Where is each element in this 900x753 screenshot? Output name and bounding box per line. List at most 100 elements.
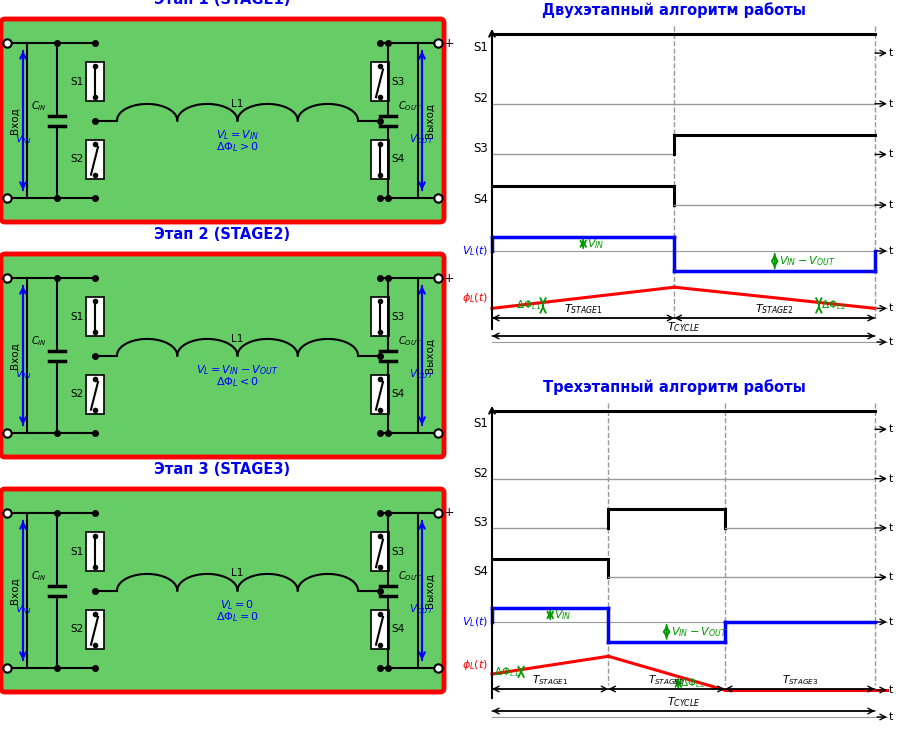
Text: S4: S4	[391, 389, 404, 399]
Text: +: +	[0, 36, 1, 50]
Text: Двухэтапный алгоритм работы: Двухэтапный алгоритм работы	[542, 2, 806, 18]
Text: S4: S4	[391, 154, 404, 164]
Text: $V_L(t)$: $V_L(t)$	[462, 244, 488, 258]
Text: Трехэтапный алгоритм работы: Трехэтапный алгоритм работы	[543, 379, 806, 395]
Text: t: t	[889, 337, 894, 347]
Text: +: +	[444, 36, 454, 50]
Text: Вход: Вход	[10, 342, 20, 369]
Text: $C_{IN}$: $C_{IN}$	[32, 569, 47, 584]
Text: $T_{STAGE3}$: $T_{STAGE3}$	[781, 673, 818, 687]
Text: +: +	[444, 272, 454, 285]
Text: S2: S2	[473, 467, 488, 480]
Bar	[371, 610, 389, 648]
FancyBboxPatch shape	[1, 489, 444, 692]
Text: t: t	[889, 424, 894, 434]
Text: t: t	[889, 48, 894, 58]
Text: $V_{OUT}$: $V_{OUT}$	[410, 367, 435, 381]
Text: S3: S3	[391, 547, 404, 556]
Text: t: t	[889, 99, 894, 108]
Text: $\Delta\Phi_{L1}$: $\Delta\Phi_{L1}$	[516, 298, 541, 312]
Text: $V_L = 0$: $V_L = 0$	[220, 599, 255, 612]
Text: S2: S2	[71, 389, 84, 399]
Bar	[86, 62, 104, 101]
Text: $\phi_L(t)$: $\phi_L(t)$	[462, 291, 488, 305]
Text: $\Delta\Phi_{L2}$: $\Delta\Phi_{L2}$	[821, 298, 846, 312]
Text: $V_{IN}$: $V_{IN}$	[554, 608, 572, 622]
Text: $V_{OUT}$: $V_{OUT}$	[410, 133, 435, 146]
Text: t: t	[889, 685, 894, 695]
Text: Выход: Выход	[425, 573, 435, 608]
Bar	[86, 532, 104, 571]
Text: $V_L = V_{IN}$: $V_L = V_{IN}$	[216, 129, 259, 142]
Text: t: t	[889, 303, 894, 313]
Text: Вход: Вход	[10, 107, 20, 134]
Bar	[371, 297, 389, 336]
Text: $V_{IN}$: $V_{IN}$	[14, 602, 32, 616]
Text: $T_{STAGE2}$: $T_{STAGE2}$	[648, 673, 685, 687]
Text: +: +	[0, 507, 1, 520]
Text: t: t	[889, 149, 894, 160]
Text: −: −	[0, 191, 1, 205]
Text: $C_{OUT}$: $C_{OUT}$	[398, 99, 422, 114]
Text: $C_{OUT}$: $C_{OUT}$	[398, 569, 422, 584]
Text: S1: S1	[71, 312, 84, 322]
Text: S1: S1	[71, 547, 84, 556]
Bar	[371, 375, 389, 413]
Text: Этап 2 (STAGE2): Этап 2 (STAGE2)	[155, 227, 291, 242]
Text: $T_{CYCLE}$: $T_{CYCLE}$	[667, 320, 700, 334]
Bar	[86, 140, 104, 178]
Text: $T_{STAGE1}$: $T_{STAGE1}$	[532, 673, 569, 687]
Text: S4: S4	[473, 193, 488, 206]
Text: $\Delta\Phi_L > 0$: $\Delta\Phi_L > 0$	[216, 141, 259, 154]
FancyBboxPatch shape	[1, 254, 444, 457]
Text: t: t	[889, 712, 894, 722]
Text: t: t	[889, 474, 894, 483]
Text: $\phi_L(t)$: $\phi_L(t)$	[462, 658, 488, 672]
Text: t: t	[889, 523, 894, 533]
Text: S3: S3	[473, 142, 488, 155]
Text: Выход: Выход	[425, 338, 435, 373]
Text: $T_{STAGE2}$: $T_{STAGE2}$	[755, 302, 794, 316]
Text: −: −	[0, 426, 1, 440]
Text: $V_{IN}$: $V_{IN}$	[14, 367, 32, 381]
Text: Вход: Вход	[10, 577, 20, 604]
Text: $\Delta\Phi_L < 0$: $\Delta\Phi_L < 0$	[216, 376, 259, 389]
Text: Этап 3 (STAGE3): Этап 3 (STAGE3)	[155, 462, 291, 477]
Text: $C_{IN}$: $C_{IN}$	[32, 334, 47, 349]
Text: S1: S1	[473, 41, 488, 53]
Text: +: +	[0, 272, 1, 285]
Bar	[86, 297, 104, 336]
Bar	[371, 532, 389, 571]
Text: $C_{OUT}$: $C_{OUT}$	[398, 334, 422, 349]
Text: S2: S2	[71, 624, 84, 634]
Text: $\Delta\Phi_L = 0$: $\Delta\Phi_L = 0$	[216, 611, 259, 624]
Text: S2: S2	[71, 154, 84, 164]
Text: Выход: Выход	[425, 103, 435, 138]
Text: $T_{STAGE1}$: $T_{STAGE1}$	[563, 302, 603, 316]
Text: $V_{IN}-V_{OUT}$: $V_{IN}-V_{OUT}$	[778, 255, 835, 268]
Text: $V_{IN}$: $V_{IN}$	[587, 237, 605, 251]
Bar	[371, 140, 389, 178]
Text: t: t	[889, 200, 894, 210]
Text: S3: S3	[473, 516, 488, 529]
Text: $V_{IN}-V_{OUT}$: $V_{IN}-V_{OUT}$	[670, 625, 727, 639]
Text: $V_{OUT}$: $V_{OUT}$	[410, 602, 435, 616]
Text: +: +	[444, 507, 454, 520]
Text: Этап 1 (STAGE1): Этап 1 (STAGE1)	[154, 0, 291, 7]
Bar	[371, 62, 389, 101]
Text: S2: S2	[473, 92, 488, 105]
Text: $\Delta\Phi_{L2}$: $\Delta\Phi_{L2}$	[680, 676, 706, 691]
Text: S4: S4	[391, 624, 404, 634]
Text: S3: S3	[391, 77, 404, 87]
Text: $V_{IN}$: $V_{IN}$	[14, 133, 32, 146]
Text: $C_{IN}$: $C_{IN}$	[32, 99, 47, 114]
Bar	[86, 375, 104, 413]
Text: $V_L = V_{IN} - V_{OUT}$: $V_L = V_{IN} - V_{OUT}$	[196, 364, 279, 377]
Text: L1: L1	[231, 99, 244, 108]
Text: S1: S1	[473, 417, 488, 430]
Text: L1: L1	[231, 334, 244, 343]
Text: S1: S1	[71, 77, 84, 87]
Text: −: −	[0, 661, 1, 675]
Text: $T_{CYCLE}$: $T_{CYCLE}$	[667, 695, 700, 709]
Text: L1: L1	[231, 569, 244, 578]
